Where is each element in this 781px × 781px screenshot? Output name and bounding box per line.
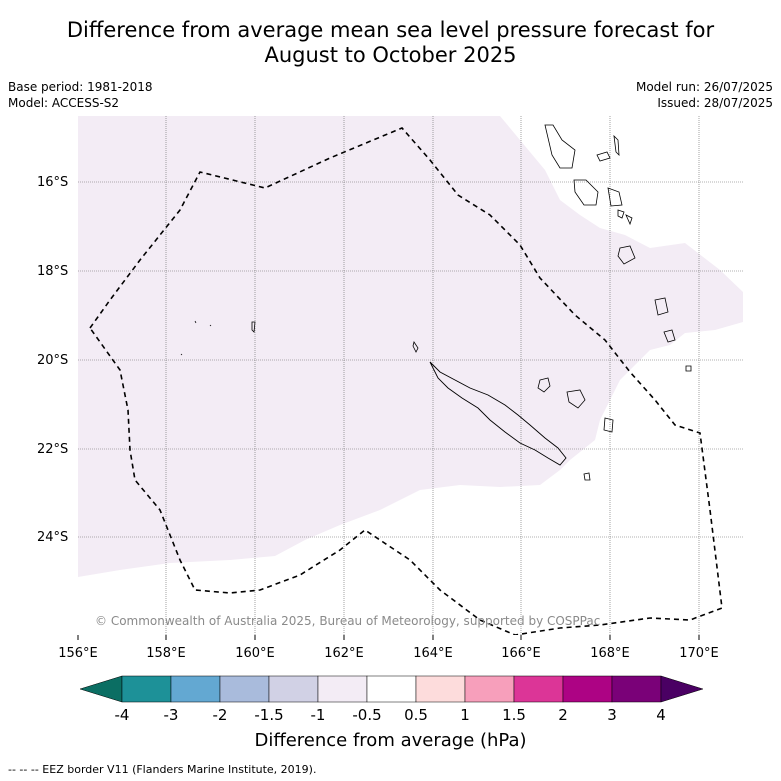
colorbar-seg-11 xyxy=(611,675,662,703)
colorbar-seg-1 xyxy=(121,675,172,703)
colorbar-label: -4 xyxy=(114,706,130,724)
model-run-label: Model run: 26/07/2025 xyxy=(635,80,773,94)
colorbar-label: 1.5 xyxy=(502,706,526,724)
colorbar-label: 0.5 xyxy=(404,706,428,724)
lon-label-168e: 168°E xyxy=(590,646,630,661)
colorbar-label: 2 xyxy=(558,706,568,724)
model-label: Model: ACCESS-S2 xyxy=(8,96,120,110)
chart-title: Difference from average mean sea level p… xyxy=(0,18,781,68)
title-line-2: August to October 2025 xyxy=(264,43,517,67)
colorbar-extend-high xyxy=(660,675,704,703)
colorbar-seg-3 xyxy=(219,675,270,703)
lon-label-164e: 164°E xyxy=(413,646,453,661)
lat-label-16s: 16°S xyxy=(37,175,69,190)
lat-label-18s: 18°S xyxy=(37,264,69,279)
lon-label-162e: 162°E xyxy=(324,646,364,661)
colorbar-label: 4 xyxy=(656,706,666,724)
colorbar-label: 1 xyxy=(460,706,470,724)
chesterfield-islands xyxy=(180,320,256,356)
vanuatu-islands xyxy=(544,124,692,372)
meta-right: Model run: 26/07/2025 Issued: 28/07/2025 xyxy=(636,79,773,111)
meta-left: Base period: 1981-2018 Model: ACCESS-S2 xyxy=(8,79,153,111)
lat-label-24s: 24°S xyxy=(37,530,69,545)
lon-label-166e: 166°E xyxy=(501,646,541,661)
colorbar-label: -1 xyxy=(310,706,326,724)
eez-footnote: -- -- -- EEZ border V11 (Flanders Marine… xyxy=(8,763,317,776)
colorbar xyxy=(79,675,704,703)
colorbar-label: -0.5 xyxy=(352,706,382,724)
lon-label-170e: 170°E xyxy=(679,646,719,661)
lon-label-158e: 158°E xyxy=(146,646,186,661)
lat-label-20s: 20°S xyxy=(37,353,69,368)
colorbar-label: -1.5 xyxy=(254,706,284,724)
lat-label-22s: 22°S xyxy=(37,442,69,457)
colorbar-seg-7 xyxy=(415,675,466,703)
title-line-1: Difference from average mean sea level p… xyxy=(66,18,715,42)
grid-lines xyxy=(78,116,743,635)
axis-ticks xyxy=(77,635,700,640)
colorbar-seg-6 xyxy=(366,675,417,703)
new-caledonia-grande-terre xyxy=(429,361,567,466)
colorbar-extend-low xyxy=(79,675,123,703)
colorbar-seg-5 xyxy=(317,675,368,703)
colorbar-seg-10 xyxy=(562,675,613,703)
colorbar-seg-8 xyxy=(464,675,515,703)
anomaly-shading xyxy=(78,116,743,577)
base-period-label: Base period: 1981-2018 xyxy=(8,80,153,94)
copyright-notice: © Commonwealth of Australia 2025, Bureau… xyxy=(95,614,601,628)
colorbar-label: -2 xyxy=(212,706,228,724)
colorbar-label: -3 xyxy=(163,706,179,724)
colorbar-title: Difference from average (hPa) xyxy=(254,730,527,751)
colorbar-seg-9 xyxy=(513,675,564,703)
issued-label: Issued: 28/07/2025 xyxy=(657,96,773,110)
colorbar-label: 3 xyxy=(607,706,617,724)
eez-border xyxy=(89,127,723,635)
loyalty-islands xyxy=(537,377,614,481)
lon-label-156e: 156°E xyxy=(58,646,98,661)
colorbar-seg-4 xyxy=(268,675,319,703)
colorbar-seg-2 xyxy=(170,675,221,703)
lon-label-160e: 160°E xyxy=(235,646,275,661)
